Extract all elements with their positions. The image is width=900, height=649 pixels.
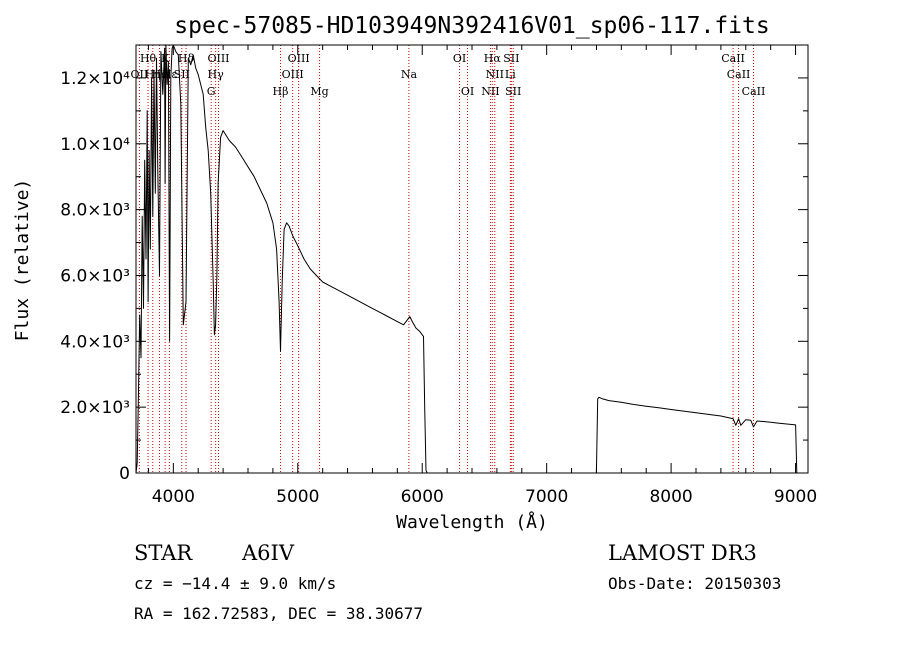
series-line-flux xyxy=(136,45,798,473)
x-tick-label-6000: 6000 xyxy=(401,487,444,507)
redshift-cz: cz = −14.4 ± 9.0 km/s xyxy=(134,574,336,593)
observation-date: Obs-Date: 20150303 xyxy=(608,574,781,593)
y-axis-label: Flux (relative) xyxy=(12,179,33,342)
line-label-15: Na xyxy=(401,68,418,81)
line-label-19: SII xyxy=(503,52,519,65)
spectrum-series xyxy=(136,45,798,473)
y-tick-label-6000: 6.0×10³ xyxy=(60,266,130,286)
line-label-24: CaII xyxy=(721,52,745,65)
x-tick-label-4000: 4000 xyxy=(152,487,195,507)
line-label-17: OI xyxy=(461,85,474,98)
object-class: STAR xyxy=(134,541,193,565)
line-label-7: Hδ xyxy=(178,52,195,65)
line-label-0: Hθ xyxy=(140,52,157,65)
chart-title: spec-57085-HD103949N392416V01_sp06-117.f… xyxy=(174,13,769,39)
y-tick-label-10000: 1.0×10⁴ xyxy=(60,135,130,155)
y-tick-label-0: 0 xyxy=(119,464,130,484)
line-label-6: SII xyxy=(174,68,190,81)
x-axis-ticks: 4000 5000 6000 7000 8000 9000 xyxy=(147,45,817,507)
line-label-10: G xyxy=(207,85,216,98)
x-tick-label-5000: 5000 xyxy=(276,487,319,507)
y-tick-label-12000: 1.2×10⁴ xyxy=(60,69,130,89)
object-subclass: A6IV xyxy=(241,541,295,565)
line-label-9: Hγ xyxy=(208,68,225,81)
line-label-13: Hβ xyxy=(273,85,289,98)
line-label-12: OIII xyxy=(282,68,304,81)
line-label-25: CaII xyxy=(727,68,751,81)
x-tick-label-8000: 8000 xyxy=(649,487,692,507)
y-tick-label-8000: 8.0×10³ xyxy=(60,201,130,221)
survey-name: LAMOST DR3 xyxy=(608,541,757,565)
coordinates: RA = 162.72583, DEC = 38.30677 xyxy=(134,604,423,623)
y-tick-label-2000: 2.0×10³ xyxy=(60,398,130,418)
line-label-18: Hα xyxy=(484,52,502,65)
y-axis-ticks: 0 2.0×10³ 4.0×10³ 6.0×10³ 8.0×10³ 1.0×10⁴ 1.2×… xyxy=(60,44,808,484)
line-label-20: NII xyxy=(486,68,504,81)
line-label-26: CaII xyxy=(742,85,766,98)
x-tick-label-9000: 9000 xyxy=(774,487,817,507)
x-tick-label-7000: 7000 xyxy=(525,487,568,507)
line-label-16: OI xyxy=(453,52,466,65)
line-label-21: Li xyxy=(505,68,516,81)
x-axis-label: Wavelength (Å) xyxy=(396,511,548,533)
line-label-11: OIII xyxy=(288,52,310,65)
line-label-23: SII xyxy=(505,85,521,98)
line-label-8: OIII xyxy=(207,52,229,65)
line-label-14: Mg xyxy=(310,85,328,98)
y-tick-label-4000: 4.0×10³ xyxy=(60,332,130,352)
line-label-22: NII xyxy=(481,85,499,98)
